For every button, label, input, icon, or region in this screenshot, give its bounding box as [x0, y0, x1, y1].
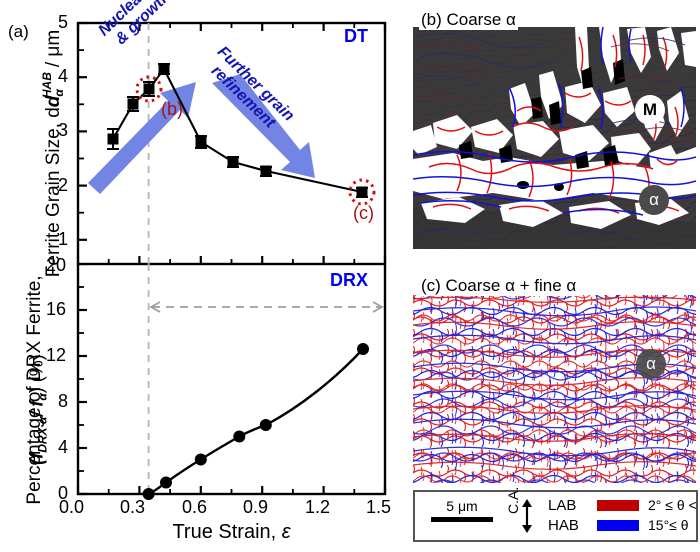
legend-row-hab-name: HAB: [548, 517, 579, 534]
panel-a-label: (a): [8, 22, 29, 41]
panel-c-title: (c) Coarse α + fine α: [419, 276, 579, 296]
highlight-circle-c: [348, 178, 376, 206]
drx-span-arrow: [149, 301, 384, 313]
bottom-xtick-1: 0.3: [120, 497, 146, 517]
panel-b-title: (b) Coarse α: [419, 10, 518, 30]
highlight-circle-b: [135, 75, 163, 103]
top-y-minor-ticks: [78, 49, 84, 214]
nucleation-growth-arrow: [88, 82, 196, 194]
callout-c-label: (c): [353, 203, 374, 223]
bottom-xtick-5: 1.5: [366, 497, 392, 517]
legend-row-lab-name: LAB: [548, 497, 577, 514]
region-label-dt: DT: [344, 26, 368, 46]
micrograph-c: α: [413, 295, 696, 483]
bottom-ytick-8: 8: [58, 391, 69, 411]
bottom-y-title-a: (f: [26, 452, 47, 465]
legend-row-hab-range: 15°≤ θ: [648, 517, 689, 533]
top-chart-svg: [76, 21, 387, 266]
bottom-y-title-c: / f: [26, 400, 47, 417]
bottom-y-title-d: α: [35, 393, 50, 401]
bottom-chart-svg: [76, 264, 387, 500]
further-refinement-arrow: [212, 74, 315, 178]
x-axis-title: True Strain, ε: [78, 521, 385, 544]
x-axis-title-main: True Strain,: [172, 521, 282, 543]
legend-swatch-hab: [597, 520, 639, 531]
top-y-axis-title-unit: / μm: [43, 29, 64, 68]
top-y-axis-title-sup: HAB: [40, 72, 54, 99]
callout-b-label: (b): [161, 99, 183, 119]
bottom-xtick-2: 0.6: [182, 497, 208, 517]
region-label-drx: DRX: [330, 270, 369, 290]
bottom-ytick-4: 4: [58, 437, 69, 457]
micrograph-b: M α: [413, 27, 696, 249]
micrograph-c-svg: [413, 295, 696, 483]
micrograph-c-marker-alpha: α: [636, 349, 666, 379]
scale-bar-group: 5 μm: [427, 498, 497, 522]
scale-bar-line: [431, 517, 493, 522]
legend-swatch-lab: [597, 500, 639, 511]
micrograph-b-marker-alpha: α: [639, 185, 669, 215]
top-ytick-1: 1: [58, 229, 69, 249]
top-series-markers: [107, 63, 368, 198]
top-y-major-ticks: [78, 21, 87, 241]
legend-box: 5 μm C.A. LAB 2° ≤ θ < 15° HAB 15°≤ θ: [413, 487, 700, 542]
x-axis-title-symbol: ε: [281, 521, 291, 543]
micrograph-b-marker-m: M: [635, 95, 665, 125]
top-x-major-ticks: [76, 23, 387, 264]
bottom-xtick-0: 0.0: [59, 497, 85, 517]
bottom-ytick-12: 12: [46, 345, 67, 365]
bottom-series-markers: [142, 343, 369, 500]
scale-bar-label: 5 μm: [446, 498, 478, 514]
ca-double-arrow-icon: [522, 499, 532, 533]
bottom-y-major-ticks: [78, 264, 87, 496]
bottom-xtick-4: 1.2: [305, 497, 331, 517]
bottom-xtick-3: 0.9: [243, 497, 269, 517]
axis-label-20: 20: [46, 255, 67, 275]
bottom-ytick-0: 0: [58, 483, 69, 503]
bottom-ytick-16: 16: [46, 299, 67, 319]
top-y-axis-title-main: Ferrite Grain Size, d: [43, 107, 64, 278]
top-chart: 5 4 3 2 1 DT Nucleation & growth Further…: [0, 0, 400, 270]
bottom-y-title-e: ) (%): [26, 354, 47, 394]
bottom-y-axis-title-line2: (fDRX α/ fα) (%): [26, 295, 50, 525]
bottom-y-minor-ticks: [78, 286, 84, 472]
top-ytick-2: 2: [58, 175, 69, 195]
micrograph-b-svg: [413, 27, 696, 249]
bottom-chart: 16 12 8 4 0 0.0 0.3 0.6 0.9 1.2 1.5 DRX: [0, 264, 400, 552]
top-ytick-4: 4: [58, 66, 69, 86]
top-y-axis-title-sub: α: [52, 89, 66, 97]
top-ytick-3: 3: [58, 120, 69, 140]
top-y-axis-title: Ferrite Grain Size, ddαHAB/ μm: [40, 29, 66, 278]
bottom-plot-frame: [76, 264, 387, 496]
top-ytick-5: 5: [58, 12, 69, 32]
legend-row-lab-range: 2° ≤ θ < 15°: [648, 497, 700, 513]
bottom-x-major-ticks: [76, 486, 387, 494]
bottom-y-title-b: DRX α: [35, 416, 50, 453]
bottom-x-minor-ticks: [107, 489, 356, 494]
